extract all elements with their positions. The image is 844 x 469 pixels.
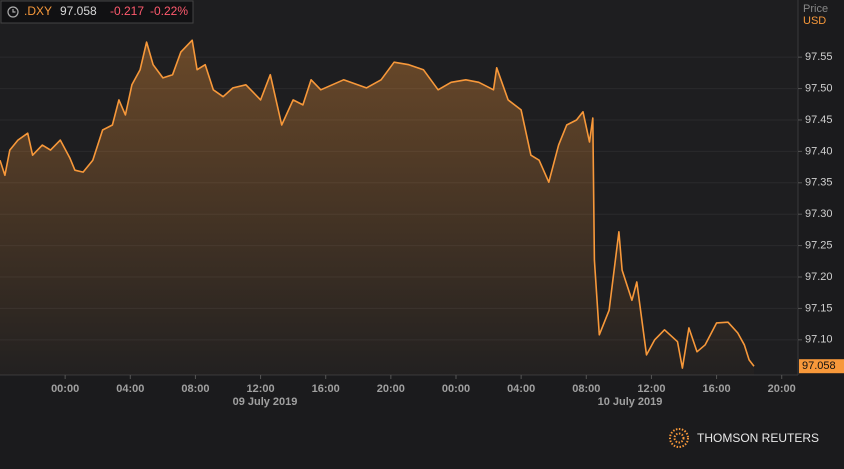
clock-icon	[7, 6, 19, 18]
x-tick-label: 00:00	[442, 383, 470, 395]
brand: THOMSON REUTERS	[697, 431, 819, 445]
symbol: .DXY	[24, 4, 52, 18]
y-tick-label: 97.40	[805, 145, 833, 157]
change-pct: -0.22%	[150, 4, 188, 18]
x-tick-label: 04:00	[116, 383, 144, 395]
clock-hands	[12, 9, 16, 13]
date-label: 09 July 2019	[233, 396, 298, 408]
x-tick-label: 12:00	[637, 383, 665, 395]
x-tick-label: 20:00	[377, 383, 405, 395]
y-tick-label: 97.10	[805, 334, 833, 346]
logo-ring-inner	[673, 432, 685, 444]
currency: USD	[803, 15, 826, 27]
line	[0, 39, 755, 369]
x-tick-label: 16:00	[312, 383, 340, 395]
axis-title: Price	[803, 3, 828, 15]
y-tick-label: 97.30	[805, 208, 833, 220]
x-tick-label: 08:00	[181, 383, 209, 395]
y-tick-label: 97.55	[805, 51, 833, 63]
last-price-tag-label: 97.058	[802, 360, 836, 372]
last-price-tag	[799, 359, 844, 374]
y-tick-label: 97.20	[805, 271, 833, 283]
last-price: 97.058	[60, 4, 97, 18]
logo-ring	[669, 428, 689, 448]
x-tick-label: 08:00	[572, 383, 600, 395]
y-tick-label: 97.35	[805, 177, 833, 189]
y-tick-label: 97.25	[805, 240, 833, 252]
quote-box	[0, 0, 194, 24]
x-tick-label: 12:00	[247, 383, 275, 395]
x-tick-label: 20:00	[768, 383, 796, 395]
y-tick-label: 97.45	[805, 114, 833, 126]
x-tick-label: 00:00	[51, 383, 79, 395]
x-tick-label: 16:00	[703, 383, 731, 395]
y-tick-label: 97.15	[805, 302, 833, 314]
change: -0.217	[110, 4, 144, 18]
area	[0, 40, 755, 375]
brand-logo	[669, 428, 689, 448]
x-tick-label: 04:00	[507, 383, 535, 395]
date-label: 10 July 2019	[598, 396, 663, 408]
y-tick-label: 97.50	[805, 82, 833, 94]
